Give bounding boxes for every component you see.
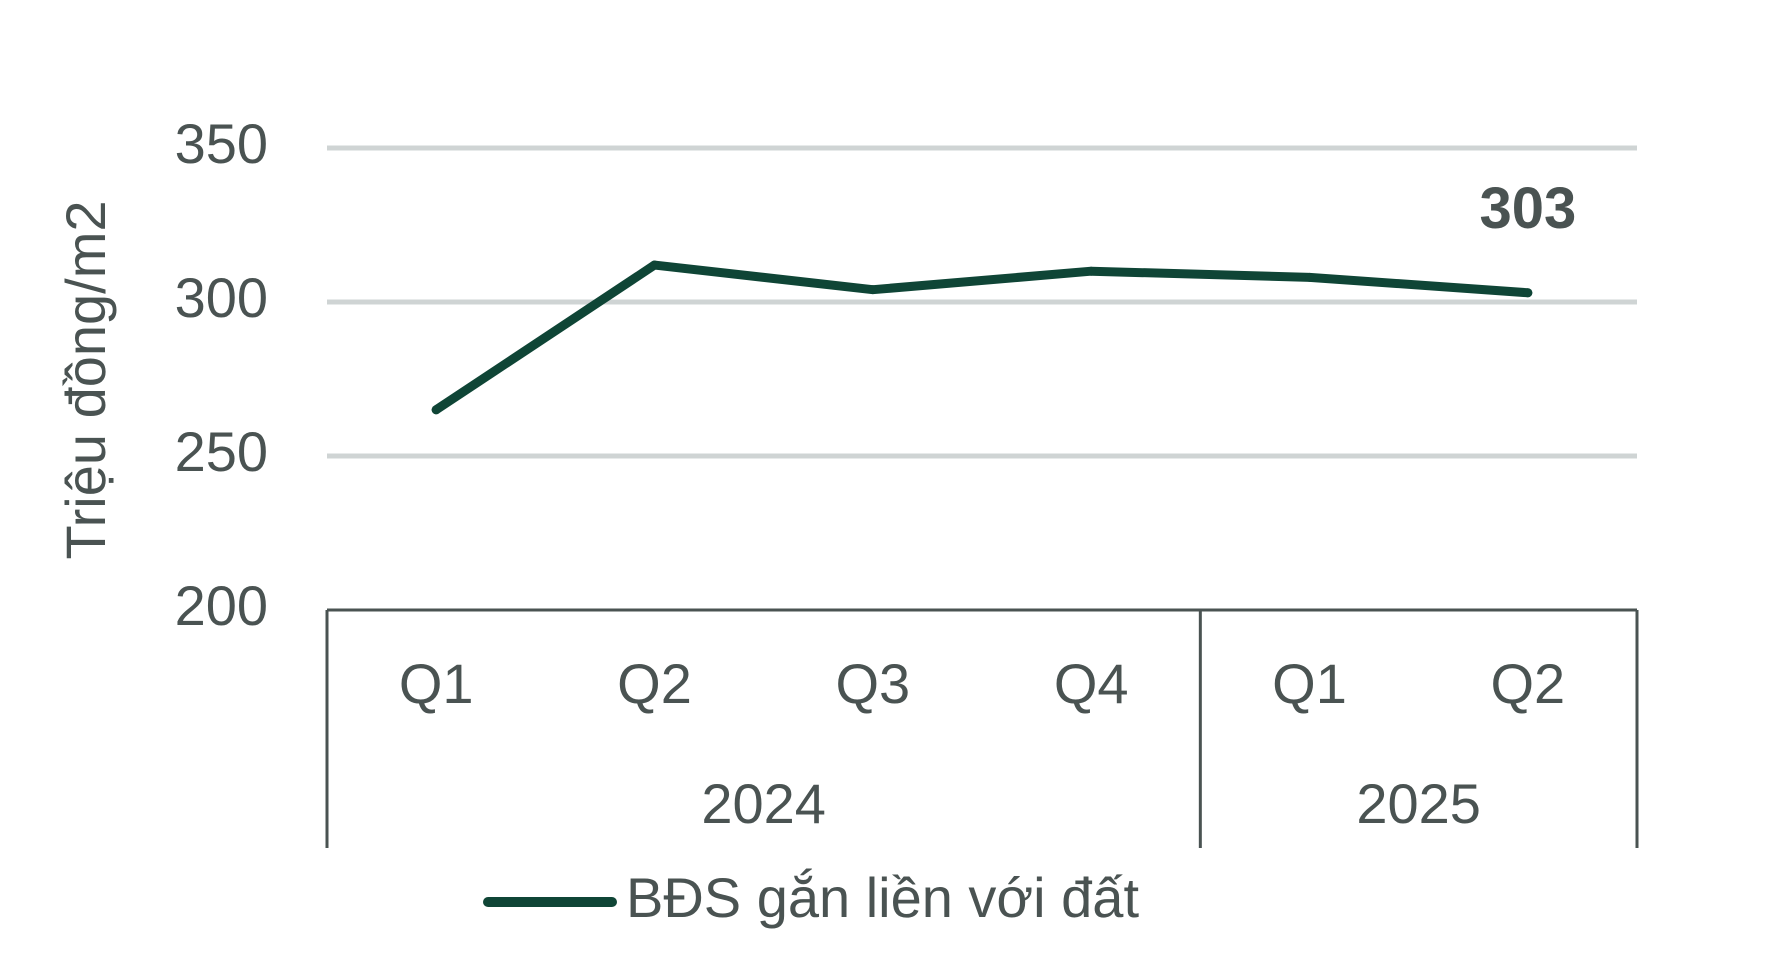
x-tick-label: Q1 bbox=[399, 652, 474, 715]
data-point bbox=[431, 405, 441, 415]
data-point bbox=[1523, 288, 1533, 298]
x-axis bbox=[325, 608, 1639, 848]
legend: BĐS gắn liền với đất bbox=[483, 866, 1139, 929]
data-point bbox=[1305, 272, 1314, 282]
x-tick-label: Q1 bbox=[1272, 652, 1347, 715]
data-point bbox=[1086, 266, 1096, 276]
series-lines bbox=[431, 260, 1533, 415]
x-group-label: 2025 bbox=[1356, 772, 1481, 835]
gridlines bbox=[327, 145, 1637, 459]
data-point bbox=[868, 285, 878, 295]
data-labels: 303 bbox=[1479, 176, 1576, 241]
y-tick-label: 300 bbox=[175, 266, 268, 329]
x-tick-label: Q3 bbox=[835, 652, 910, 715]
y-axis-label: Triệu đồng/m2 bbox=[54, 201, 117, 560]
y-tick-label: 350 bbox=[175, 112, 268, 175]
x-tick-label: Q4 bbox=[1054, 652, 1129, 715]
legend-label: BĐS gắn liền với đất bbox=[626, 866, 1139, 929]
y-tick-label: 200 bbox=[175, 574, 268, 637]
x-group-labels: 2024 2025 bbox=[701, 772, 1481, 835]
x-group-label: 2024 bbox=[701, 772, 826, 835]
data-point bbox=[650, 260, 659, 270]
series-line bbox=[431, 260, 1533, 415]
x-tick-label: Q2 bbox=[1490, 652, 1565, 715]
x-tick-label: Q2 bbox=[617, 652, 692, 715]
y-tick-label: 250 bbox=[175, 420, 268, 483]
data-label: 303 bbox=[1479, 176, 1576, 241]
x-tick-labels: Q1 Q2 Q3 Q4 Q1 Q2 bbox=[399, 652, 1565, 715]
y-tick-labels: 200 250 300 350 bbox=[175, 112, 268, 637]
